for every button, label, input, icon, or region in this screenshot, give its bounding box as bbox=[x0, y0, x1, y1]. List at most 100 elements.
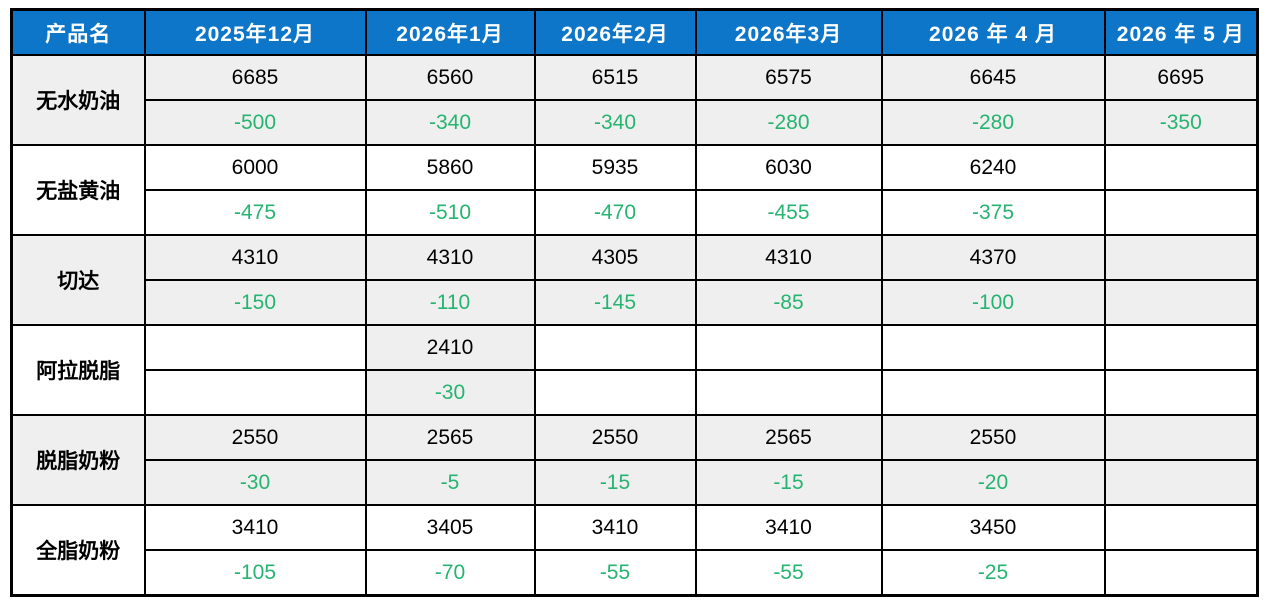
price-cell: 2565 bbox=[364, 414, 536, 461]
change-cell bbox=[1103, 459, 1259, 506]
price-cell: 6000 bbox=[143, 144, 367, 191]
table-row-change: -30 bbox=[12, 369, 1259, 416]
price-cell bbox=[1103, 234, 1259, 281]
header-month-2026-02: 2026年2月 bbox=[533, 8, 697, 56]
price-cell: 4310 bbox=[694, 234, 883, 281]
price-cell: 3410 bbox=[694, 504, 883, 551]
price-cell: 6515 bbox=[533, 54, 697, 101]
table-row-price: 阿拉脱脂 2410 bbox=[10, 324, 1259, 416]
change-cell: -70 bbox=[364, 549, 536, 597]
change-cell: -30 bbox=[364, 369, 536, 416]
header-month-2025-12: 2025年12月 bbox=[143, 8, 367, 56]
price-cell: 6560 bbox=[364, 54, 536, 101]
price-cell: 6030 bbox=[694, 144, 883, 191]
table-row-change: -500 -340 -340 -280 -280 -350 bbox=[12, 99, 1259, 146]
dairy-price-table: 产品名 2025年12月 2026年1月 2026年2月 2026年3月 202… bbox=[10, 8, 1259, 597]
table-row-price: 无水奶油 6685 6560 6515 6575 6645 6695 bbox=[10, 54, 1259, 146]
change-cell: -340 bbox=[364, 99, 536, 146]
product-name-cell: 无水奶油 bbox=[10, 54, 146, 146]
header-month-2026-04: 2026 年 4 月 bbox=[880, 8, 1106, 56]
table-row-change: -150 -110 -145 -85 -100 bbox=[12, 279, 1259, 326]
change-cell: -510 bbox=[364, 189, 536, 236]
price-cell bbox=[1103, 324, 1259, 371]
product-name-cell: 无盐黄油 bbox=[10, 144, 146, 236]
change-cell: -55 bbox=[694, 549, 883, 597]
change-cell: -100 bbox=[880, 279, 1106, 326]
change-cell: -15 bbox=[533, 459, 697, 506]
change-cell: -350 bbox=[1103, 99, 1259, 146]
change-cell: -105 bbox=[143, 549, 367, 597]
price-cell: 3450 bbox=[880, 504, 1106, 551]
price-cell bbox=[694, 324, 883, 371]
change-cell: -455 bbox=[694, 189, 883, 236]
change-cell: -470 bbox=[533, 189, 697, 236]
change-cell: -15 bbox=[694, 459, 883, 506]
change-cell: -375 bbox=[880, 189, 1106, 236]
table-row-price: 切达 4310 4310 4305 4310 4370 bbox=[10, 234, 1259, 326]
change-cell: -55 bbox=[533, 549, 697, 597]
price-cell bbox=[533, 324, 697, 371]
price-cell: 6240 bbox=[880, 144, 1106, 191]
change-cell: -340 bbox=[533, 99, 697, 146]
price-cell: 3405 bbox=[364, 504, 536, 551]
change-cell bbox=[533, 369, 697, 416]
price-cell: 4310 bbox=[364, 234, 536, 281]
product-name-cell: 阿拉脱脂 bbox=[10, 324, 146, 416]
header-month-2026-03: 2026年3月 bbox=[694, 8, 883, 56]
table-row-price: 全脂奶粉 3410 3405 3410 3410 3450 bbox=[10, 504, 1259, 597]
price-cell: 6575 bbox=[694, 54, 883, 101]
price-cell: 5860 bbox=[364, 144, 536, 191]
change-cell: -25 bbox=[880, 549, 1106, 597]
table-row-price: 无盐黄油 6000 5860 5935 6030 6240 bbox=[10, 144, 1259, 236]
price-cell bbox=[1103, 504, 1259, 551]
price-cell: 4370 bbox=[880, 234, 1106, 281]
change-cell: -280 bbox=[880, 99, 1106, 146]
product-name-cell: 切达 bbox=[10, 234, 146, 326]
header-month-2026-01: 2026年1月 bbox=[364, 8, 536, 56]
change-cell bbox=[143, 369, 367, 416]
change-cell: -150 bbox=[143, 279, 367, 326]
change-cell bbox=[880, 369, 1106, 416]
change-cell: -110 bbox=[364, 279, 536, 326]
change-cell bbox=[1103, 549, 1259, 597]
change-cell: -280 bbox=[694, 99, 883, 146]
header-month-2026-05: 2026 年 5 月 bbox=[1103, 8, 1259, 56]
price-cell bbox=[1103, 414, 1259, 461]
price-cell: 5935 bbox=[533, 144, 697, 191]
change-cell: -85 bbox=[694, 279, 883, 326]
header-product: 产品名 bbox=[10, 8, 146, 56]
change-cell bbox=[1103, 279, 1259, 326]
table-row-change: -475 -510 -470 -455 -375 bbox=[12, 189, 1259, 236]
price-cell: 6645 bbox=[880, 54, 1106, 101]
product-name-cell: 全脂奶粉 bbox=[10, 504, 146, 597]
price-cell: 2550 bbox=[533, 414, 697, 461]
price-cell: 3410 bbox=[533, 504, 697, 551]
change-cell: -475 bbox=[143, 189, 367, 236]
price-cell: 4305 bbox=[533, 234, 697, 281]
change-cell: -5 bbox=[364, 459, 536, 506]
price-cell bbox=[143, 324, 367, 371]
change-cell: -30 bbox=[143, 459, 367, 506]
change-cell: -20 bbox=[880, 459, 1106, 506]
price-cell: 3410 bbox=[143, 504, 367, 551]
price-cell bbox=[1103, 144, 1259, 191]
price-cell: 2550 bbox=[143, 414, 367, 461]
header-row: 产品名 2025年12月 2026年1月 2026年2月 2026年3月 202… bbox=[10, 8, 1259, 56]
price-cell: 2550 bbox=[880, 414, 1106, 461]
price-cell: 4310 bbox=[143, 234, 367, 281]
price-cell: 2410 bbox=[364, 324, 536, 371]
change-cell: -500 bbox=[143, 99, 367, 146]
change-cell bbox=[694, 369, 883, 416]
table-row-change: -105 -70 -55 -55 -25 bbox=[12, 549, 1259, 597]
price-cell: 2565 bbox=[694, 414, 883, 461]
price-cell bbox=[880, 324, 1106, 371]
change-cell bbox=[1103, 369, 1259, 416]
product-name-cell: 脱脂奶粉 bbox=[10, 414, 146, 506]
table-row-change: -30 -5 -15 -15 -20 bbox=[12, 459, 1259, 506]
price-cell: 6685 bbox=[143, 54, 367, 101]
change-cell: -145 bbox=[533, 279, 697, 326]
table-row-price: 脱脂奶粉 2550 2565 2550 2565 2550 bbox=[10, 414, 1259, 506]
price-cell: 6695 bbox=[1103, 54, 1259, 101]
change-cell bbox=[1103, 189, 1259, 236]
